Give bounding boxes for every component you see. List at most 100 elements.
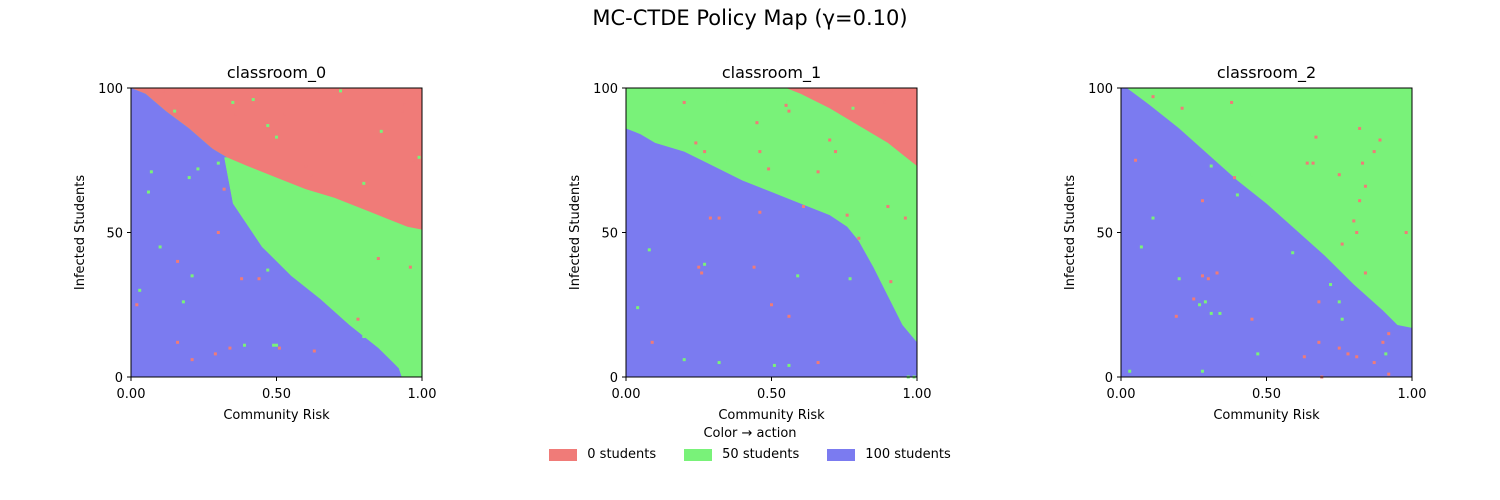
stray-cell (400, 109, 404, 113)
stray-cell (1250, 173, 1254, 177)
stray-cell (1317, 340, 1321, 344)
stray-cell (1192, 297, 1196, 301)
stray-cell (216, 231, 220, 234)
stray-cell (146, 190, 150, 194)
stray-cell (758, 150, 762, 154)
stray-cell (1235, 193, 1239, 197)
stray-cell (1200, 274, 1204, 278)
stray-cell (318, 129, 322, 133)
x-axis-label: Community Risk (718, 408, 825, 423)
y-axis-label: Infected Students (73, 175, 88, 290)
stray-cell (682, 358, 686, 362)
y-tick-label: 0 (610, 371, 618, 386)
stray-cell (1372, 150, 1376, 154)
stray-cell (1218, 311, 1222, 315)
stray-cell (222, 187, 226, 191)
stray-cell (312, 349, 316, 353)
y-axis-label: Infected Students (1063, 175, 1078, 290)
stray-cell (190, 274, 194, 278)
figure-title: MC-CTDE Policy Map (γ=0.10) (592, 6, 908, 30)
stray-cell (1174, 314, 1178, 318)
stray-cell (647, 248, 651, 252)
stray-cell (903, 216, 907, 220)
stray-cell (708, 216, 712, 220)
panel-classroom_0: classroom_0 0.00 0.50 1.00 0 50 100 Community R… (73, 63, 436, 423)
stray-cell (181, 300, 185, 304)
stray-cell (228, 346, 232, 350)
stray-cell (755, 121, 759, 125)
stray-cell (266, 124, 270, 128)
stray-cell (1291, 251, 1295, 255)
stray-cell (1232, 176, 1236, 180)
stray-cell (1387, 332, 1391, 336)
stray-cell (848, 277, 852, 281)
stray-cell (1203, 300, 1207, 304)
stray-cell (1151, 95, 1155, 99)
stray-cell (697, 265, 701, 269)
stray-cell (1337, 173, 1341, 177)
stray-cell (1215, 271, 1219, 275)
stray-cell (636, 306, 640, 310)
stray-cell (1230, 100, 1234, 104)
stray-cell (857, 236, 861, 240)
stray-cell (1200, 369, 1204, 373)
stray-cell (845, 213, 849, 217)
stray-cell (1134, 158, 1138, 162)
stray-cell (1151, 216, 1155, 220)
stray-cell (411, 158, 415, 162)
stray-cell (161, 89, 165, 93)
x-tick-label: 1.00 (408, 387, 437, 402)
stray-cell (694, 141, 698, 145)
stray-cell (1358, 199, 1362, 203)
legend-swatch-100 (827, 448, 856, 461)
stray-cell (135, 303, 139, 307)
stray-cell (816, 361, 820, 365)
stray-cell (889, 89, 893, 93)
panel-title: classroom_2 (1217, 63, 1316, 83)
stray-cell (1363, 271, 1367, 275)
stray-cell (1305, 161, 1309, 165)
stray-cell (717, 216, 721, 220)
stray-cell (1387, 372, 1391, 376)
stray-cell (408, 265, 412, 269)
stray-cell (242, 343, 246, 347)
stray-cell (1250, 317, 1254, 321)
stray-cell (149, 170, 153, 174)
stray-cell (403, 103, 407, 107)
stray-cell (787, 314, 791, 318)
stray-cell (1381, 340, 1385, 344)
stray-cell (309, 173, 313, 177)
stray-cell (362, 181, 366, 185)
stray-cell (216, 161, 220, 165)
y-tick-label: 0 (115, 371, 123, 386)
stray-cell (1358, 126, 1362, 130)
y-tick-label: 100 (98, 82, 123, 97)
x-tick-label: 0.50 (757, 387, 786, 402)
stray-cell (272, 343, 276, 347)
legend-item-50: 50 students (684, 447, 799, 462)
stray-cell (1378, 138, 1382, 142)
stray-cell (339, 89, 343, 93)
legend-item-0: 0 students (549, 447, 656, 462)
stray-cell (196, 167, 200, 171)
legend-items: 0 students 50 students 100 students (0, 447, 1500, 462)
stray-cell (213, 352, 217, 356)
stray-cell (1302, 355, 1306, 359)
stray-cell (787, 363, 791, 367)
x-tick-label: 1.00 (903, 387, 932, 402)
stray-cell (356, 317, 360, 321)
stray-cell (1355, 355, 1359, 359)
stray-cell (176, 259, 180, 263)
stray-cell (682, 100, 686, 104)
panel-title: classroom_1 (722, 63, 821, 83)
stray-cell (277, 346, 281, 350)
legend-swatch-50 (684, 448, 713, 461)
stray-cell (1311, 161, 1315, 165)
stray-cell (703, 150, 707, 154)
stray-cell (1352, 219, 1356, 223)
stray-cell (1404, 231, 1408, 234)
stray-cell (257, 277, 261, 281)
stray-cell (1384, 352, 1388, 356)
x-axis-label: Community Risk (223, 408, 330, 423)
stray-cell (1206, 277, 1210, 281)
